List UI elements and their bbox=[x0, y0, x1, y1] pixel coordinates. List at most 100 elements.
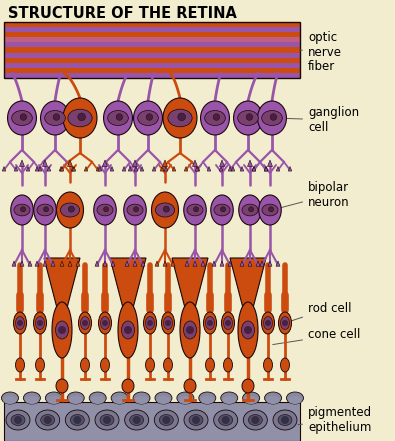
Ellipse shape bbox=[242, 379, 254, 393]
Ellipse shape bbox=[221, 392, 238, 404]
Ellipse shape bbox=[262, 204, 278, 216]
Ellipse shape bbox=[164, 358, 173, 372]
Polygon shape bbox=[152, 167, 156, 171]
Circle shape bbox=[37, 320, 43, 326]
Polygon shape bbox=[163, 261, 167, 266]
Ellipse shape bbox=[68, 109, 92, 127]
Ellipse shape bbox=[3, 396, 17, 404]
Polygon shape bbox=[276, 261, 280, 266]
Circle shape bbox=[44, 416, 52, 424]
Polygon shape bbox=[231, 167, 235, 171]
Ellipse shape bbox=[214, 410, 238, 430]
Ellipse shape bbox=[286, 392, 303, 404]
Circle shape bbox=[124, 326, 132, 334]
Polygon shape bbox=[134, 167, 138, 171]
Ellipse shape bbox=[113, 396, 127, 404]
Ellipse shape bbox=[238, 111, 258, 126]
Ellipse shape bbox=[138, 111, 158, 126]
Circle shape bbox=[220, 207, 226, 212]
Ellipse shape bbox=[239, 195, 261, 225]
Polygon shape bbox=[267, 160, 273, 167]
Ellipse shape bbox=[11, 415, 25, 426]
Ellipse shape bbox=[162, 312, 175, 334]
Circle shape bbox=[194, 207, 199, 212]
Ellipse shape bbox=[122, 321, 135, 339]
Ellipse shape bbox=[41, 101, 70, 135]
Ellipse shape bbox=[265, 392, 282, 404]
Ellipse shape bbox=[36, 358, 45, 372]
Bar bbox=[4, 42, 300, 48]
Ellipse shape bbox=[98, 312, 111, 334]
Ellipse shape bbox=[266, 396, 280, 404]
Polygon shape bbox=[43, 261, 47, 266]
Polygon shape bbox=[240, 167, 244, 171]
Ellipse shape bbox=[108, 111, 128, 126]
Polygon shape bbox=[35, 167, 39, 171]
Circle shape bbox=[58, 326, 66, 334]
Ellipse shape bbox=[211, 195, 233, 225]
Polygon shape bbox=[185, 261, 189, 266]
Polygon shape bbox=[212, 261, 216, 266]
Ellipse shape bbox=[133, 392, 150, 404]
Polygon shape bbox=[96, 167, 100, 171]
Polygon shape bbox=[228, 167, 232, 171]
Bar bbox=[4, 22, 300, 27]
Polygon shape bbox=[38, 167, 42, 171]
Polygon shape bbox=[252, 167, 256, 171]
Polygon shape bbox=[220, 261, 224, 266]
Circle shape bbox=[282, 320, 288, 326]
Circle shape bbox=[186, 326, 194, 334]
Polygon shape bbox=[248, 261, 252, 266]
Polygon shape bbox=[60, 167, 64, 171]
Circle shape bbox=[248, 207, 254, 212]
Ellipse shape bbox=[60, 203, 80, 217]
Polygon shape bbox=[193, 261, 197, 266]
Polygon shape bbox=[268, 261, 272, 266]
Polygon shape bbox=[44, 258, 80, 308]
Ellipse shape bbox=[273, 410, 297, 430]
Ellipse shape bbox=[244, 396, 258, 404]
Ellipse shape bbox=[127, 204, 143, 216]
Ellipse shape bbox=[180, 302, 200, 358]
Ellipse shape bbox=[184, 410, 208, 430]
Ellipse shape bbox=[70, 415, 85, 426]
Ellipse shape bbox=[261, 111, 282, 126]
Bar bbox=[4, 73, 300, 78]
Ellipse shape bbox=[280, 317, 290, 329]
Polygon shape bbox=[68, 261, 72, 266]
Polygon shape bbox=[172, 167, 176, 171]
Circle shape bbox=[178, 113, 186, 121]
Ellipse shape bbox=[81, 317, 90, 329]
Ellipse shape bbox=[15, 358, 24, 372]
Ellipse shape bbox=[184, 195, 206, 225]
Circle shape bbox=[146, 114, 153, 120]
Polygon shape bbox=[72, 167, 76, 171]
Ellipse shape bbox=[224, 358, 233, 372]
Polygon shape bbox=[207, 167, 211, 171]
Ellipse shape bbox=[12, 111, 32, 126]
Polygon shape bbox=[19, 160, 24, 167]
Ellipse shape bbox=[67, 392, 84, 404]
Ellipse shape bbox=[6, 410, 30, 430]
Bar bbox=[4, 58, 300, 63]
Bar bbox=[4, 32, 300, 37]
Ellipse shape bbox=[89, 392, 106, 404]
Circle shape bbox=[246, 114, 253, 120]
Polygon shape bbox=[195, 167, 199, 171]
Ellipse shape bbox=[97, 204, 113, 216]
Ellipse shape bbox=[248, 415, 262, 426]
Ellipse shape bbox=[11, 195, 33, 225]
Circle shape bbox=[192, 416, 200, 424]
Ellipse shape bbox=[224, 317, 233, 329]
Polygon shape bbox=[43, 160, 47, 167]
Ellipse shape bbox=[14, 204, 30, 216]
Ellipse shape bbox=[143, 312, 156, 334]
Ellipse shape bbox=[242, 204, 258, 216]
Ellipse shape bbox=[278, 415, 292, 426]
Text: ganglion
cell: ganglion cell bbox=[275, 106, 359, 134]
Ellipse shape bbox=[233, 101, 262, 135]
Polygon shape bbox=[132, 160, 137, 167]
Polygon shape bbox=[172, 258, 208, 308]
Ellipse shape bbox=[241, 321, 254, 339]
Ellipse shape bbox=[263, 358, 273, 372]
